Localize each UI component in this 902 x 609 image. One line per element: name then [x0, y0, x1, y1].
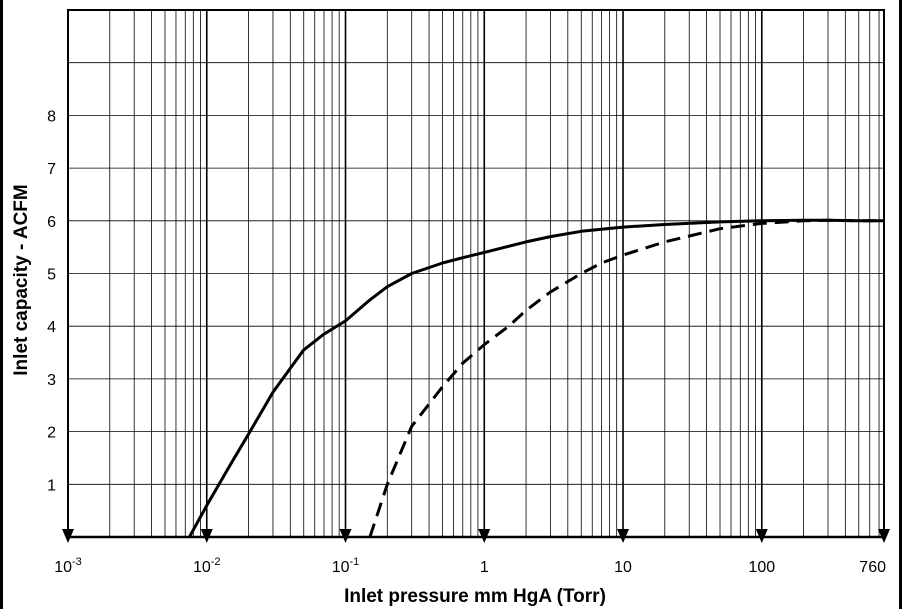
x-tick-marker [478, 529, 491, 543]
x-tick-label: 10 [614, 559, 632, 576]
grid-minor [68, 10, 884, 537]
axes-group [67, 9, 885, 539]
y-tick-label: 8 [47, 108, 56, 125]
x-tick-label: 1 [480, 559, 489, 576]
x-tick-label: 10-1 [332, 556, 360, 576]
series-line-dashed [368, 218, 884, 538]
tick-markers [62, 529, 890, 543]
series-group [188, 218, 884, 538]
x-tick-label: 10-2 [193, 556, 221, 576]
x-tick-marker [62, 529, 74, 543]
grid-major [205, 10, 763, 537]
y-axis-label: Inlet capacity - ACFM [11, 184, 32, 375]
y-tick-label: 2 [47, 425, 56, 442]
x-tick-label: 10-3 [54, 556, 82, 576]
x-tick-marker [339, 529, 352, 543]
x-axis-label: Inlet pressure mm HgA (Torr) [344, 586, 606, 607]
x-tick-marker [878, 529, 890, 543]
y-tick-label: 6 [47, 214, 56, 231]
y-tick-label: 4 [47, 319, 56, 336]
x-tick-marker [617, 529, 630, 543]
y-tick-label: 7 [47, 161, 56, 178]
y-tick-label: 3 [47, 372, 56, 389]
y-tick-label: 5 [47, 267, 56, 284]
x-tick-marker [200, 529, 213, 543]
y-tick-label: 1 [47, 477, 56, 494]
x-tick-label: 100 [748, 559, 775, 576]
tick-labels: 10-3 10-2 10-1 1 10 100 760 1 2 3 4 5 6 7 8 [47, 108, 886, 576]
x-tick-marker [755, 529, 768, 543]
x-tick-label: 760 [859, 559, 886, 576]
series-line-solid [188, 218, 884, 538]
